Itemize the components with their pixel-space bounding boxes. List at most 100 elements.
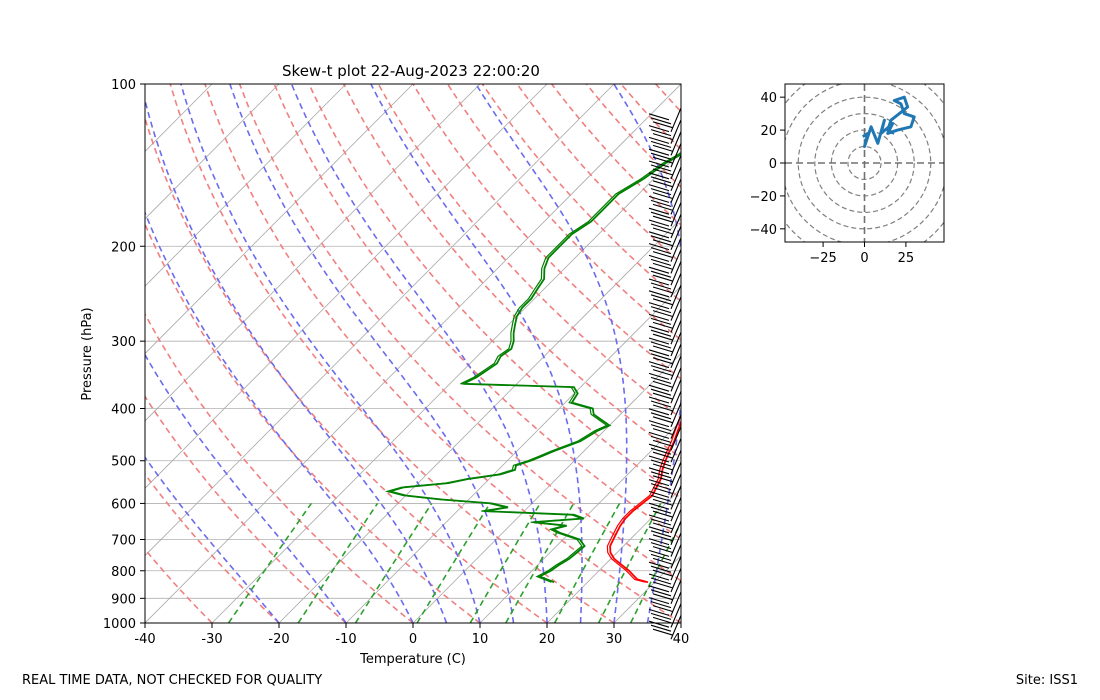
moist-adiabat-20 [290, 84, 548, 623]
wind-barb [648, 579, 682, 605]
wind-barb [648, 331, 682, 357]
dry-adiabat-80 [342, 84, 681, 459]
skewt-xtick-label: 10 [472, 632, 489, 647]
skewt-xtick-label: 30 [606, 632, 623, 647]
moist-adiabat-25 [370, 84, 583, 623]
moist-adiabat-10 [180, 84, 481, 623]
hodograph-plot-area [785, 84, 944, 242]
dry-adiabat--20 [145, 472, 280, 623]
isotherm--20 [278, 218, 681, 623]
skewt-plot-area [145, 84, 1100, 623]
hodograph-xtick-label: 0 [860, 251, 868, 266]
dry-adiabat-50 [238, 84, 681, 582]
skewt-ytick-label: 600 [111, 497, 136, 512]
wind-barb [648, 190, 682, 215]
skewt-ytick-label: 900 [111, 592, 136, 607]
hodograph-ytick-label: −40 [750, 223, 777, 238]
skewt-title: Skew-t plot 22-Aug-2023 22:00:20 [282, 62, 540, 80]
wind-barb [648, 591, 682, 616]
skewt-y-ticks: 100 200 300 400 500 600 700 800 900 1000 [103, 78, 145, 632]
mixing-ratio-0.4 [227, 502, 312, 623]
wind-barb [648, 379, 682, 404]
skewt-xtick-label: 0 [409, 632, 417, 647]
skewt-xtick-label: 40 [673, 632, 690, 647]
dry-adiabat-140 [551, 84, 681, 227]
wind-barb [648, 473, 682, 498]
mixing-ratio-2 [354, 502, 433, 623]
isotherm--60 [145, 84, 548, 489]
dry-adiabat-110 [446, 84, 681, 342]
wind-barb [648, 414, 682, 439]
dry-adiabat--30 [145, 548, 213, 623]
isotherm--70 [145, 84, 481, 422]
wind-barb [648, 402, 682, 428]
isotherm-20 [546, 487, 681, 623]
moist-adiabat--20 [145, 455, 280, 623]
skewt-ylabel: Pressure (hPa) [80, 307, 95, 400]
wind-barb [648, 615, 682, 640]
skewt-xtick-label: -30 [201, 632, 222, 647]
skewt-panel: Skew-t plot 22-Aug-2023 22:00:20 -40 -30-… [80, 62, 1100, 667]
wind-barb [648, 178, 682, 203]
wind-barb [648, 131, 682, 156]
moist-adiabat-0 [145, 210, 414, 623]
wind-barb [648, 367, 682, 392]
hodograph-x-ticks: −25 0 25 [809, 242, 914, 266]
hodograph-ytick-label: −20 [750, 190, 777, 205]
wind-barb [648, 119, 682, 144]
moist-adiabats [145, 84, 681, 623]
skewt-ytick-label: 800 [111, 565, 136, 580]
dry-adiabat-20 [145, 115, 548, 623]
dry-adiabat-70 [308, 84, 681, 500]
dry-adiabat-120 [481, 84, 681, 303]
hodograph-panel: −25 0 25 −40 −20 0 20 40 [750, 83, 945, 266]
skewt-ytick-label: 400 [111, 403, 136, 418]
wind-barb [648, 272, 682, 298]
wind-barb [648, 461, 682, 487]
wind-barb [648, 202, 682, 227]
hodograph-ytick-label: 0 [769, 157, 777, 172]
isotherm--80 [145, 84, 414, 355]
isotherm--50 [145, 84, 615, 557]
wind-barb [648, 237, 682, 262]
wind-barb [648, 284, 682, 310]
isotherm--100 [145, 84, 280, 220]
skewt-ytick-label: 700 [111, 534, 136, 549]
temperature-line [609, 419, 681, 584]
wind-barb [648, 213, 682, 239]
skewt-ytick-label: 500 [111, 455, 136, 470]
mixing-ratio-7 [469, 502, 541, 623]
wind-barb [648, 261, 682, 286]
site-label: Site: ISS1 [1015, 673, 1078, 688]
isotherm--30 [211, 150, 681, 623]
isotherm-30 [613, 555, 681, 623]
wind-barb [648, 143, 682, 168]
dry-adiabats [145, 84, 1100, 623]
moist-adiabat-5 [145, 97, 448, 623]
wind-barb [648, 249, 682, 274]
mixing-ratio-lines [227, 502, 681, 623]
dry-adiabat-180 [690, 84, 1100, 623]
hodograph-trace [861, 95, 916, 148]
skewt-ytick-label: 300 [111, 335, 136, 350]
hodograph-crosshair [785, 84, 944, 242]
hodograph-xtick-label: −25 [809, 251, 836, 266]
isotherm-40 [680, 622, 681, 623]
wind-barb [648, 308, 682, 333]
wind-barb [648, 520, 682, 546]
isotherm-gridlines [145, 84, 681, 623]
wind-barb [648, 320, 682, 345]
wind-barb [648, 497, 682, 522]
mixing-ratio-1 [297, 502, 379, 623]
moist-adiabat-35 [613, 84, 681, 623]
hodograph-ytick-label: 20 [760, 124, 777, 139]
dewpoint-line-secondary [384, 152, 681, 583]
moist-adiabat-15 [229, 84, 515, 623]
wind-barb [648, 225, 682, 251]
dry-adiabat-160 [620, 84, 681, 151]
wind-barb [648, 166, 682, 192]
wind-barb [648, 438, 682, 463]
dry-adiabat-30 [169, 84, 615, 623]
wind-barb [648, 485, 682, 510]
isotherm--110 [145, 84, 213, 152]
